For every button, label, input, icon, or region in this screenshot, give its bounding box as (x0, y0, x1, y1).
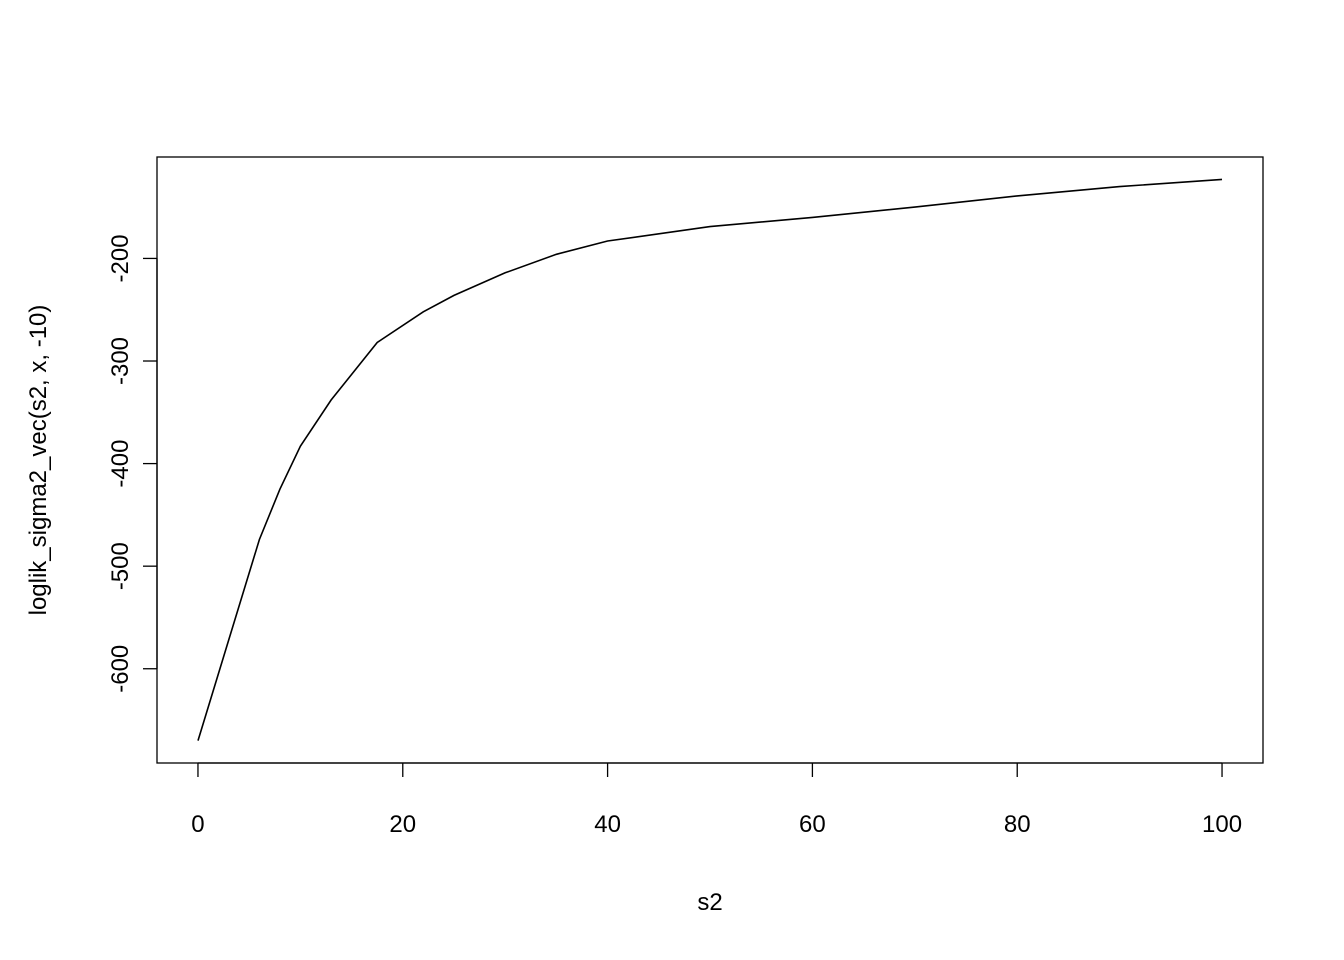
x-tick-label: 60 (799, 811, 826, 838)
y-tick-label: -600 (107, 645, 134, 693)
x-axis: 0 20 40 60 80 100 (191, 762, 1242, 838)
y-tick-label: -300 (107, 337, 134, 385)
x-axis-label: s2 (697, 889, 722, 916)
x-tick-label: 0 (191, 811, 204, 838)
plot-box (156, 156, 1264, 764)
x-tick-label: 20 (389, 811, 416, 838)
series-line (197, 178, 1223, 741)
y-axis: -600 -500 -400 -300 -200 (107, 234, 158, 693)
y-tick-label: -200 (107, 234, 134, 282)
y-axis-label: loglik_sigma2_vec(s2, x, -10) (25, 305, 52, 616)
x-tick-label: 80 (1004, 811, 1031, 838)
y-tick-label: -400 (107, 440, 134, 488)
x-tick-label: 100 (1202, 811, 1242, 838)
y-tick-label: -500 (107, 542, 134, 590)
x-tick-label: 40 (594, 811, 621, 838)
